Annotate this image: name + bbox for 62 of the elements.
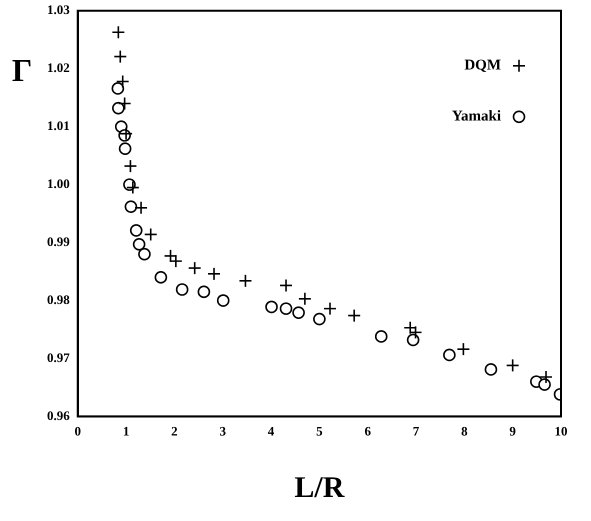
point bbox=[280, 302, 292, 315]
point bbox=[138, 248, 151, 260]
x-tick-label: 1 bbox=[122, 424, 130, 439]
point bbox=[313, 312, 326, 326]
point bbox=[216, 294, 230, 307]
point bbox=[298, 292, 312, 306]
y-axis-title: Γ bbox=[12, 52, 32, 88]
point bbox=[539, 370, 553, 384]
point bbox=[118, 142, 132, 156]
point bbox=[279, 278, 293, 292]
point bbox=[207, 267, 221, 281]
point bbox=[126, 180, 140, 194]
point bbox=[144, 228, 158, 242]
y-tick-label: 1.03 bbox=[47, 2, 70, 18]
point bbox=[323, 302, 337, 316]
point bbox=[132, 238, 146, 251]
point bbox=[198, 286, 210, 298]
x-tick-label: 0 bbox=[74, 424, 81, 439]
x-tick-label: 6 bbox=[364, 424, 372, 439]
x-tick-label: 2 bbox=[171, 424, 178, 439]
point bbox=[134, 201, 148, 215]
x-tick-label: 3 bbox=[219, 424, 226, 439]
x-axis-title: L/R bbox=[294, 470, 345, 504]
y-tick-label: 1.01 bbox=[47, 118, 70, 134]
legend-label: Yamaki bbox=[452, 108, 501, 125]
point bbox=[124, 159, 138, 173]
x-tick-label: 10 bbox=[554, 424, 568, 439]
point bbox=[124, 200, 138, 213]
point bbox=[119, 126, 133, 140]
point bbox=[347, 308, 361, 322]
x-tick-label: 7 bbox=[412, 424, 420, 439]
point bbox=[506, 358, 520, 372]
y-tick-label: 0.97 bbox=[47, 350, 70, 365]
point bbox=[112, 102, 125, 114]
point bbox=[456, 342, 470, 356]
point bbox=[443, 348, 456, 362]
point bbox=[292, 306, 305, 319]
x-tick-label: 5 bbox=[316, 424, 324, 439]
point bbox=[130, 224, 143, 237]
point bbox=[112, 25, 126, 40]
y-tick-label: 1.00 bbox=[47, 176, 70, 191]
x-tick-label: 4 bbox=[268, 424, 275, 439]
point bbox=[265, 300, 278, 314]
x-tick-label: 9 bbox=[509, 424, 516, 439]
point bbox=[176, 283, 188, 296]
legend-label: DQM bbox=[464, 58, 501, 74]
point bbox=[538, 378, 551, 391]
point bbox=[113, 50, 128, 64]
y-tick-label: 1.02 bbox=[47, 60, 70, 76]
point bbox=[238, 274, 252, 288]
y-tick-label: 0.99 bbox=[47, 234, 70, 249]
point bbox=[374, 330, 388, 343]
x-tick-label: 8 bbox=[461, 424, 468, 439]
point bbox=[112, 82, 124, 95]
point bbox=[154, 271, 168, 284]
point bbox=[484, 363, 498, 376]
y-tick-label: 0.96 bbox=[47, 408, 70, 423]
point bbox=[188, 261, 202, 275]
y-tick-label: 0.98 bbox=[47, 292, 70, 307]
point bbox=[118, 96, 132, 110]
point bbox=[116, 74, 130, 88]
point bbox=[406, 334, 420, 346]
